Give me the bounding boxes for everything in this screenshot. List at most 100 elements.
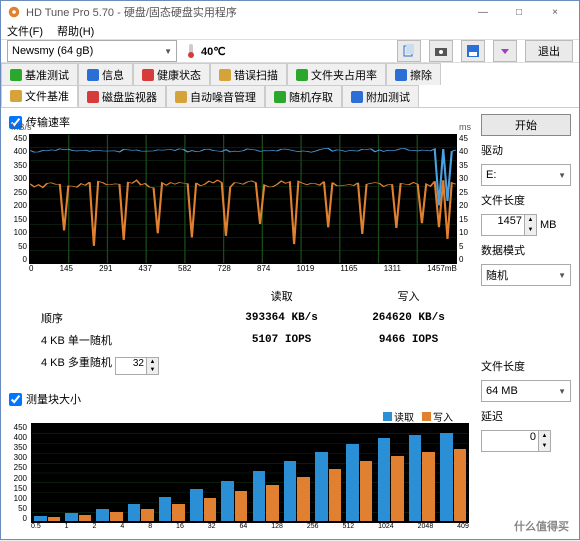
tab-icon — [142, 69, 154, 81]
bar-write — [172, 504, 185, 521]
bar-write — [422, 452, 435, 521]
tab-自动噪音管理[interactable]: 自动噪音管理 — [166, 85, 265, 107]
chevron-down-icon: ▼ — [558, 171, 566, 180]
thermometer-icon — [185, 43, 197, 59]
tab-icon — [175, 91, 187, 103]
tab-基准测试[interactable]: 基准测试 — [1, 63, 78, 85]
delay-input[interactable]: 0▲▼ — [481, 430, 551, 452]
bar-read — [190, 489, 203, 521]
data-mode-label: 数据模式 — [481, 242, 571, 258]
menubar: 文件(F) 帮助(H) — [1, 23, 579, 40]
content: 传输速率 MB/s ms 450400350300250200150100500… — [1, 107, 579, 541]
tab-icon — [219, 69, 231, 81]
bar-group — [346, 425, 372, 521]
bar-write — [329, 469, 342, 521]
chart2-y-left: 450400350300250200150100500 — [9, 423, 29, 523]
save-icon — [466, 44, 480, 58]
menu-file[interactable]: 文件(F) — [7, 23, 43, 39]
bar-group — [128, 425, 154, 521]
tab-文件夹占用率[interactable]: 文件夹占用率 — [287, 63, 386, 85]
bar-read — [34, 516, 47, 521]
bar-group — [159, 425, 185, 521]
tabs-row-1: 基准测试信息健康状态错误扫描文件夹占用率擦除 — [1, 63, 579, 85]
data-mode-combo[interactable]: 随机▼ — [481, 264, 571, 286]
spin-buttons[interactable]: ▲▼ — [538, 431, 550, 451]
results-table: 读取写入 顺序 393364 KB/s264620 KB/s4 KB 单一随机 … — [29, 284, 473, 379]
tab-文件基准[interactable]: 文件基准 — [1, 85, 78, 107]
tab-随机存取[interactable]: 随机存取 — [265, 85, 342, 107]
menu-help[interactable]: 帮助(H) — [57, 23, 94, 39]
tab-错误扫描[interactable]: 错误扫描 — [210, 63, 287, 85]
bar-read — [128, 504, 141, 521]
spin-buttons[interactable]: ▲▼ — [524, 215, 536, 235]
delay-label: 延迟 — [481, 408, 571, 424]
legend-read: 读取 — [383, 409, 414, 424]
screenshot-button[interactable] — [429, 40, 453, 62]
copy-icon — [402, 44, 416, 58]
tab-健康状态[interactable]: 健康状态 — [133, 63, 210, 85]
tab-icon — [10, 69, 22, 81]
chart1-x-labels: 01452914375827288741019116513111457mB — [29, 264, 457, 276]
block-size-label: 测量块大小 — [26, 391, 81, 407]
file-length-input[interactable]: 1457▲▼ — [481, 214, 537, 236]
toolbar: Newsmy (64 gB) ▼ 40℃ 退出 — [1, 40, 579, 63]
y-unit-right: ms — [459, 122, 471, 132]
maximize-button[interactable]: □ — [501, 1, 537, 23]
tab-信息[interactable]: 信息 — [78, 63, 133, 85]
transfer-chart — [29, 134, 457, 264]
bar-group — [378, 425, 404, 521]
exit-button[interactable]: 退出 — [525, 40, 573, 62]
bar-group — [253, 425, 279, 521]
bar-write — [235, 491, 248, 521]
drive-select-value: Newsmy (64 gB) — [12, 45, 93, 57]
file-length-label: 文件长度 — [481, 192, 571, 208]
bar-read — [315, 452, 328, 521]
bar-group — [440, 425, 466, 521]
bar-read — [284, 461, 297, 521]
drive-select[interactable]: Newsmy (64 gB) ▼ — [7, 40, 177, 62]
bar-group — [190, 425, 216, 521]
file-length2-combo[interactable]: 64 MB▼ — [481, 380, 571, 402]
tab-擦除[interactable]: 擦除 — [386, 63, 441, 85]
bar-write — [110, 512, 123, 521]
app-window: HD Tune Pro 5.70 - 硬盘/固态硬盘实用程序 — □ × 文件(… — [0, 0, 580, 540]
block-size-checkbox[interactable]: 测量块大小 — [9, 391, 473, 407]
bar-read — [253, 471, 266, 521]
bar-read — [221, 481, 234, 521]
bar-write — [141, 509, 154, 521]
bar-write — [297, 477, 310, 521]
temperature-value: 40℃ — [201, 45, 226, 58]
tab-icon — [296, 69, 308, 81]
bar-read — [440, 433, 453, 521]
file-length-unit: MB — [540, 219, 557, 231]
transfer-rate-label: 传输速率 — [26, 114, 70, 130]
tabs-row-2: 文件基准磁盘监视器自动噪音管理随机存取附加测试 — [1, 85, 579, 107]
y-unit-left: MB/s — [11, 122, 32, 132]
tab-附加测试[interactable]: 附加测试 — [342, 85, 419, 107]
close-button[interactable]: × — [537, 1, 573, 23]
right-panel: 开始 驱动 E:▼ 文件长度 1457▲▼ MB 数据模式 随机▼ 文件长度 6… — [481, 114, 571, 535]
tab-icon — [87, 69, 99, 81]
drive-combo[interactable]: E:▼ — [481, 164, 571, 186]
kb4-multi-input[interactable]: 32▲▼ — [115, 357, 159, 375]
chart1-y-right: 454035302520151050 — [457, 134, 473, 264]
legend-write: 写入 — [422, 409, 453, 424]
bar-group — [221, 425, 247, 521]
copy-button[interactable] — [397, 40, 421, 62]
minimize-button[interactable]: — — [465, 1, 501, 23]
block-chart-wrap: 读取 写入 450400350300250200150100500 0.5124… — [9, 423, 473, 535]
save-button[interactable] — [461, 40, 485, 62]
bar-group — [284, 425, 310, 521]
bar-write — [391, 456, 404, 521]
start-button[interactable]: 开始 — [481, 114, 571, 136]
transfer-rate-checkbox[interactable]: 传输速率 — [9, 114, 473, 130]
block-size-chk-input[interactable] — [9, 393, 22, 406]
bar-read — [378, 438, 391, 521]
tab-磁盘监视器[interactable]: 磁盘监视器 — [78, 85, 166, 107]
chevron-down-icon: ▼ — [558, 271, 566, 280]
tab-icon — [10, 90, 22, 102]
temperature: 40℃ — [185, 43, 226, 59]
window-controls: — □ × — [465, 1, 573, 23]
options-button[interactable] — [493, 40, 517, 62]
file-length2-label: 文件长度 — [481, 358, 571, 374]
